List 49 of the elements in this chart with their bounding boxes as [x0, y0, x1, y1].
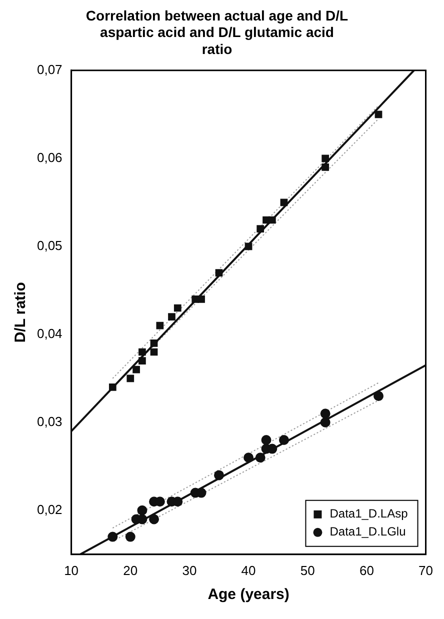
- point: [244, 452, 254, 463]
- point: [278, 435, 289, 445]
- x-tick-label: 40: [241, 562, 256, 578]
- y-tick-label: 0,03: [36, 414, 62, 429]
- point: [108, 384, 116, 391]
- point: [108, 532, 118, 542]
- point: [150, 340, 158, 347]
- point: [149, 514, 160, 524]
- point: [150, 348, 158, 356]
- point: [138, 348, 146, 356]
- x-axis-title: Age (years): [208, 586, 290, 604]
- point: [261, 435, 272, 445]
- point: [214, 470, 224, 480]
- legend-label: Data1_D.LGlu: [330, 524, 406, 539]
- point: [374, 391, 384, 401]
- x-tick-label: 10: [64, 562, 79, 578]
- y-tick-label: 0,04: [36, 326, 62, 341]
- point: [255, 452, 266, 463]
- point: [322, 164, 330, 171]
- point: [280, 198, 288, 206]
- y-tick-label: 0,05: [36, 238, 62, 253]
- x-tick-label: 50: [300, 562, 315, 578]
- point: [125, 532, 136, 542]
- point: [132, 366, 140, 374]
- point: [256, 225, 264, 232]
- x-tick-label: 60: [359, 562, 374, 578]
- point: [320, 417, 330, 428]
- point: [215, 269, 223, 276]
- point: [138, 357, 146, 364]
- y-tick-label: 0,07: [36, 62, 62, 77]
- x-tick-label: 70: [418, 562, 434, 578]
- legend-label: Data1_D.LAsp: [330, 506, 408, 521]
- point: [156, 322, 164, 330]
- point: [168, 313, 176, 320]
- point: [198, 296, 205, 303]
- point: [137, 505, 148, 516]
- y-axis-title: D/L ratio: [12, 282, 30, 343]
- point: [174, 304, 182, 312]
- point: [244, 242, 252, 250]
- x-tick-label: 30: [182, 562, 197, 578]
- point: [126, 374, 134, 382]
- y-tick-label: 0,06: [36, 150, 62, 165]
- chart-title: Correlation between actual age and D/L aspartic acid and D/L glutamic acid ratio: [86, 7, 349, 57]
- point: [320, 408, 330, 419]
- point: [268, 216, 276, 224]
- point: [374, 110, 382, 118]
- point: [322, 154, 330, 162]
- x-tick-label: 20: [123, 562, 138, 578]
- y-tick-label: 0,02: [36, 502, 62, 517]
